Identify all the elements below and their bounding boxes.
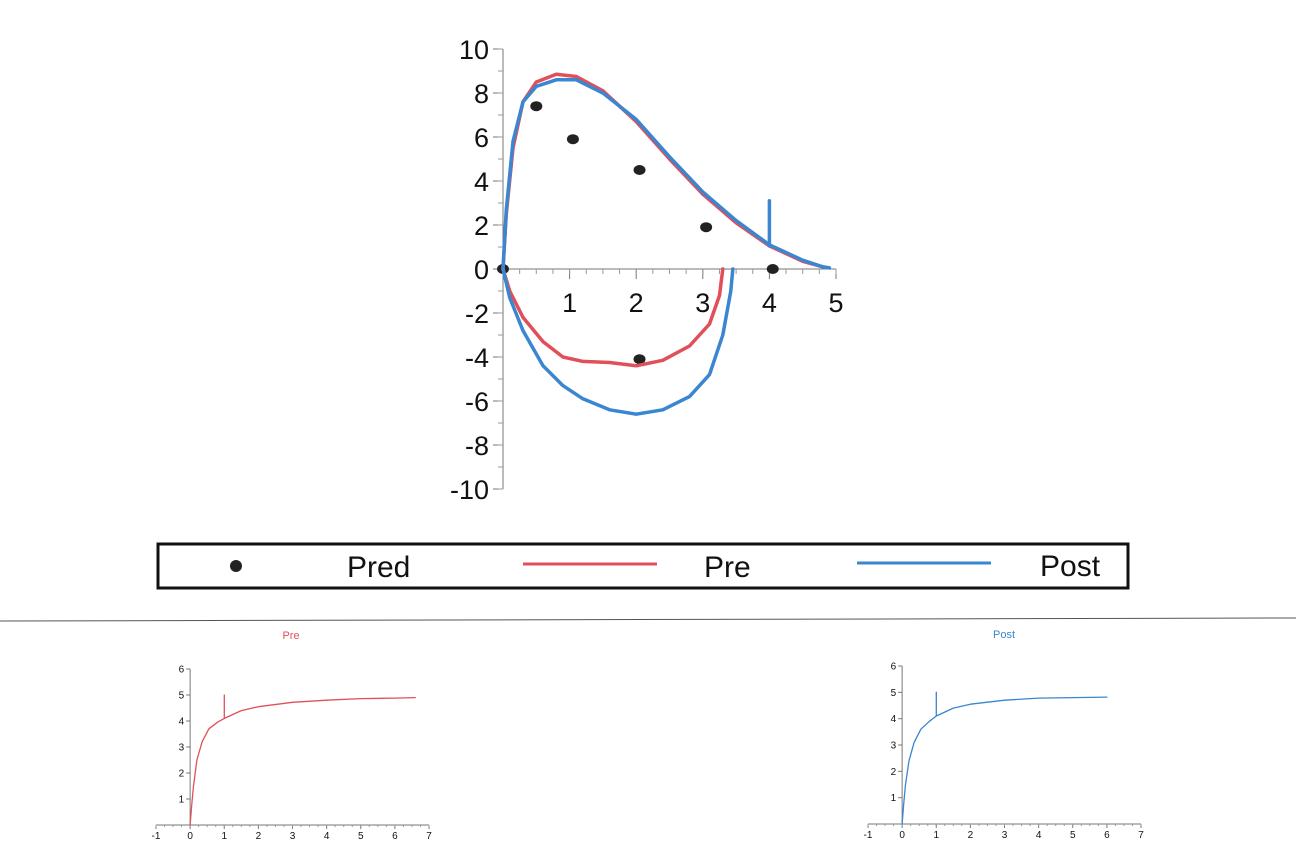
- main-y-tick-label: 2: [474, 211, 489, 241]
- pre-y-tick-label: 3: [179, 743, 185, 754]
- main-y-tick-label: -4: [465, 343, 489, 373]
- main-y-tick-label: 8: [474, 79, 489, 109]
- main-y-tick-label: -8: [465, 431, 489, 461]
- pre-series: [189, 694, 416, 826]
- main-y-tick-label: -10: [450, 475, 489, 505]
- main-y-tick-label: 0: [474, 255, 489, 285]
- main-pred-point: [766, 264, 779, 274]
- pre-x-tick-labels: -1 0 1 2 3 4 5 6 7: [152, 831, 433, 842]
- pre-y-tick-label: 5: [179, 691, 185, 702]
- main-pred-point: [633, 165, 646, 175]
- legend-label-post: Post: [1040, 550, 1101, 583]
- legend-label-pre: Pre: [704, 551, 751, 584]
- post-x-tick-labels: -1 0 1 2 3 4 5 6 7: [864, 830, 1145, 841]
- main-pred-point: [530, 101, 543, 112]
- post-y-tick-label: 6: [891, 662, 897, 673]
- pre-x-tick-label: 3: [290, 831, 296, 842]
- post-small-chart: Post 1 2 3 4 5 6 -1 0 1 2 3 4 5 6 7: [864, 629, 1145, 841]
- post-x-tick-label: 3: [1002, 830, 1008, 841]
- pre-x-tick-label: 0: [187, 831, 193, 842]
- post-x-tick-label: 1: [933, 830, 939, 841]
- main-x-tick-label: 2: [629, 288, 644, 318]
- post-x-tick-label: 7: [1138, 830, 1144, 841]
- legend-label-pred: Pred: [347, 551, 410, 584]
- post-x-tick-label: 0: [899, 830, 905, 841]
- main-y-tick-label: 6: [474, 123, 489, 153]
- pre-chart-title: Pre: [282, 630, 299, 642]
- main-pre-line-2: [501, 267, 725, 368]
- post-y-tick-label: 4: [891, 714, 897, 725]
- pre-x-tick-label: 5: [358, 831, 364, 842]
- legend: Pred Pre Post: [156, 542, 1130, 590]
- main-y-tick-label: -2: [465, 299, 489, 329]
- main-pred-point: [566, 134, 579, 145]
- pre-y-tick-labels: 1 2 3 4 5 6: [179, 665, 185, 806]
- main-pre-line-1: [501, 72, 832, 271]
- post-x-tick-label: 6: [1104, 830, 1110, 841]
- main-pred-point: [700, 222, 713, 233]
- main-y-tick-labels: 10 8 6 4 2 0 -2 -4 -6 -8 -10: [450, 35, 489, 505]
- main-x-tick-label: 1: [562, 288, 577, 318]
- main-x-tick-labels: 1 2 3 4 5: [562, 288, 843, 318]
- main-y-tick-label: 10: [459, 35, 489, 65]
- pre-x-tick-label: 2: [256, 831, 262, 842]
- pre-y-tick-label: 1: [179, 795, 185, 806]
- main-pred-point: [633, 354, 646, 365]
- post-y-tick-label: 2: [891, 767, 897, 778]
- post-y-tick-label: 5: [891, 688, 897, 699]
- post-y-tick-label: 1: [891, 793, 897, 804]
- main-axes: [493, 48, 837, 490]
- post-y-tick-labels: 1 2 3 4 5 6: [891, 662, 897, 805]
- post-axes: [867, 665, 1142, 828]
- post-series: [901, 691, 1108, 825]
- main-y-tick-label: 4: [474, 167, 489, 197]
- pre-y-tick-label: 4: [179, 717, 185, 728]
- main-y-tick-label: -6: [465, 387, 489, 417]
- main-x-tick-label: 3: [695, 288, 710, 318]
- main-series: [497, 72, 832, 416]
- post-x-tick-label: 5: [1070, 830, 1076, 841]
- pre-y-tick-label: 2: [179, 769, 185, 780]
- section-divider: [0, 617, 1296, 622]
- main-x-tick-label: 4: [762, 288, 777, 318]
- post-x-tick-label: -1: [864, 830, 873, 841]
- pre-small-chart: Pre 1 2 3 4 5 6 -1 0 1 2 3 4 5 6 7: [152, 630, 433, 842]
- pre-x-tick-label: 7: [426, 831, 432, 842]
- pre-x-tick-label: 1: [221, 831, 227, 842]
- pre-x-tick-label: 6: [392, 831, 398, 842]
- post-y-tick-label: 3: [891, 741, 897, 752]
- post-chart-title: Post: [993, 629, 1015, 641]
- main-x-tick-label: 5: [828, 288, 843, 318]
- main-post-line-3: [501, 78, 832, 271]
- main-post-line-4: [501, 267, 735, 416]
- pre-y-tick-label: 6: [179, 665, 185, 676]
- pre-axes: [155, 668, 430, 829]
- main-chart: 10 8 6 4 2 0 -2 -4 -6 -8 -10 1 2 3 4 5: [450, 35, 844, 505]
- post-curve-line-0: [901, 696, 1108, 825]
- post-x-tick-label: 4: [1036, 830, 1042, 841]
- post-x-tick-label: 2: [968, 830, 974, 841]
- legend-frame: [156, 542, 1130, 590]
- legend-marker-pred: [230, 560, 242, 572]
- pre-x-tick-label: -1: [152, 831, 161, 842]
- pre-x-tick-label: 4: [324, 831, 330, 842]
